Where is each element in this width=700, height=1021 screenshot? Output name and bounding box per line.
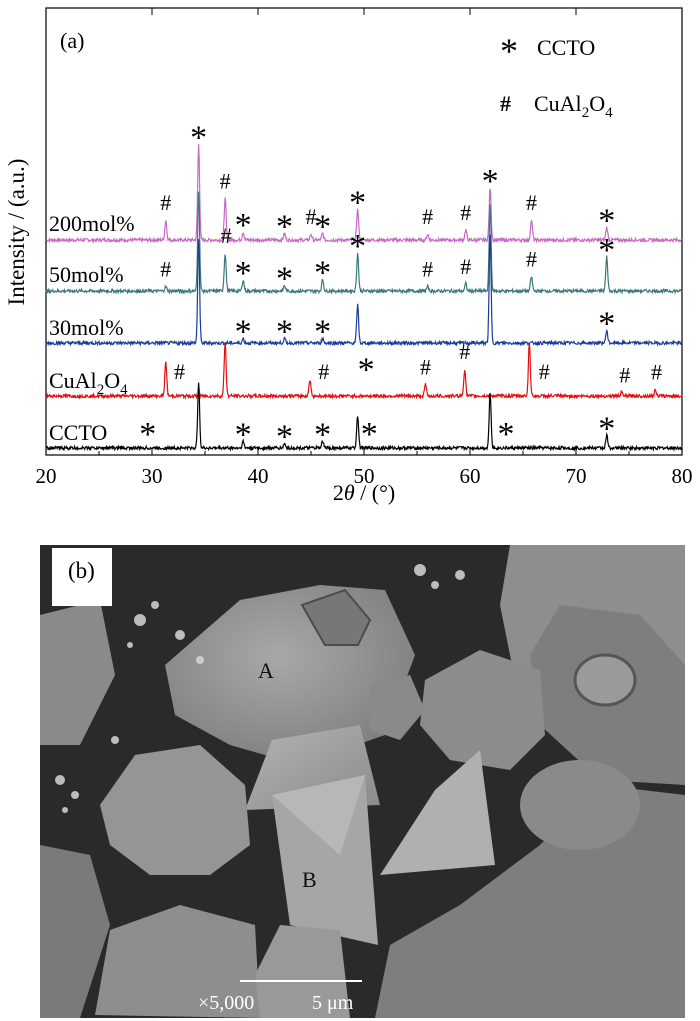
peak-marker-1-8: # xyxy=(526,247,537,272)
panel-label-b: (b) xyxy=(68,558,95,583)
peak-marker-4-1: * xyxy=(235,417,252,454)
x-tick-label-3: 50 xyxy=(354,464,375,488)
peak-marker-4-3: * xyxy=(314,417,331,454)
peak-marker-1-2: * xyxy=(235,255,252,292)
peak-marker-2-0: * xyxy=(235,314,252,351)
series-line-3 xyxy=(45,342,683,400)
peak-marker-0-11: # xyxy=(526,190,537,215)
peak-marker-1-9: * xyxy=(598,232,615,269)
peak-marker-3-0: # xyxy=(174,359,185,384)
peak-marker-0-9: # xyxy=(460,200,471,225)
peak-marker-0-12: * xyxy=(598,202,615,239)
peak-marker-3-4: # xyxy=(539,359,550,384)
peak-marker-2-1: * xyxy=(276,314,293,351)
peak-marker-0-10: * xyxy=(482,163,499,200)
magnification-label: ×5,000 xyxy=(198,992,254,1014)
series-label-1: 50mol% xyxy=(49,262,124,287)
extra-marker-0: * xyxy=(358,351,375,388)
peak-marker-1-7: # xyxy=(460,254,471,279)
peak-marker-4-0: * xyxy=(139,416,156,453)
peak-marker-1-1: # xyxy=(221,223,232,248)
peak-marker-3-5: # xyxy=(619,362,630,387)
x-tick-label-1: 30 xyxy=(142,464,163,488)
peak-marker-0-1: * xyxy=(190,120,207,157)
series-line-0 xyxy=(45,144,683,244)
peak-marker-0-8: # xyxy=(422,204,433,229)
peak-marker-3-3: # xyxy=(459,339,470,364)
legend: * CCTO # CuAl2O4 xyxy=(500,31,613,121)
peak-marker-1-6: # xyxy=(422,257,433,282)
peak-marker-0-0: # xyxy=(160,190,171,215)
peak-marker-0-2: # xyxy=(220,169,231,194)
peak-marker-4-4: * xyxy=(361,416,378,453)
xrd-chart: #*#* * #** # #*# *##* * **# # # ** * * *# # ### # #* * * * * *… xyxy=(4,7,693,505)
peak-marker-0-3: * xyxy=(235,207,252,244)
grain-label-b: B xyxy=(302,867,317,892)
panel-label-a: (a) xyxy=(60,28,84,53)
series-label-layer: 200mol% 50mol% 30mol% CuAl2O4 CCTO xyxy=(49,211,135,445)
peak-marker-0-6: * xyxy=(314,209,331,246)
peak-marker-3-2: # xyxy=(420,354,431,379)
sem-micrograph: A B ×5,000 5 μm xyxy=(40,545,685,1018)
x-tick-label-4: 60 xyxy=(460,464,481,488)
peak-marker-0-5: # xyxy=(306,204,317,229)
panel-label-b-box: (b) xyxy=(52,548,112,606)
grain-label-a: A xyxy=(258,658,274,683)
series-line-2 xyxy=(45,234,683,347)
peak-marker-1-3: * xyxy=(276,261,293,298)
peak-marker-2-3: * xyxy=(598,305,615,342)
peak-marker-4-2: * xyxy=(276,419,293,456)
legend-label-cual2o4: CuAl2O4 xyxy=(534,91,613,121)
peak-marker-1-0: # xyxy=(160,257,171,282)
x-tick-label-0: 20 xyxy=(36,464,57,488)
series-label-3: CuAl2O4 xyxy=(49,368,128,398)
peak-marker-4-5: * xyxy=(498,416,515,453)
peak-marker-0-4: * xyxy=(276,209,293,246)
peak-marker-3-6: # xyxy=(651,360,662,385)
series-line-1 xyxy=(45,191,683,295)
x-tick-layer: 20 30 40 50 60 70 80 xyxy=(36,8,693,488)
x-tick-label-2: 40 xyxy=(248,464,269,488)
marker-layer: #*#* * #** # #*# *##* * **# # # ** * * *# # ### # #* * * * * *… xyxy=(139,120,662,456)
grain-left xyxy=(40,600,115,745)
peak-marker-1-4: * xyxy=(314,254,331,291)
peak-marker-4-6: * xyxy=(598,410,615,447)
y-axis-label: Intensity / (a.u.) xyxy=(4,159,29,306)
x-tick-label-5: 70 xyxy=(566,464,587,488)
plot-frame xyxy=(45,7,683,456)
scale-bar-label: 5 μm xyxy=(312,992,354,1014)
peak-marker-2-2: * xyxy=(314,314,331,351)
sem-image: A B ×5,000 5 μm xyxy=(40,545,685,1018)
peak-marker-0-7: * xyxy=(349,184,366,221)
peak-marker-1-5: * xyxy=(349,228,366,265)
series-label-2: 30mol% xyxy=(49,315,124,340)
series-label-4: CCTO xyxy=(49,420,107,445)
legend-symbol-star: * xyxy=(500,31,518,71)
series-label-0: 200mol% xyxy=(49,211,135,236)
x-axis-label: 2θ / (°) xyxy=(333,480,395,505)
legend-symbol-hash: # xyxy=(500,91,511,116)
peak-marker-3-1: # xyxy=(318,359,329,384)
legend-label-ccto: CCTO xyxy=(537,35,595,60)
x-tick-label-6: 80 xyxy=(672,464,693,488)
